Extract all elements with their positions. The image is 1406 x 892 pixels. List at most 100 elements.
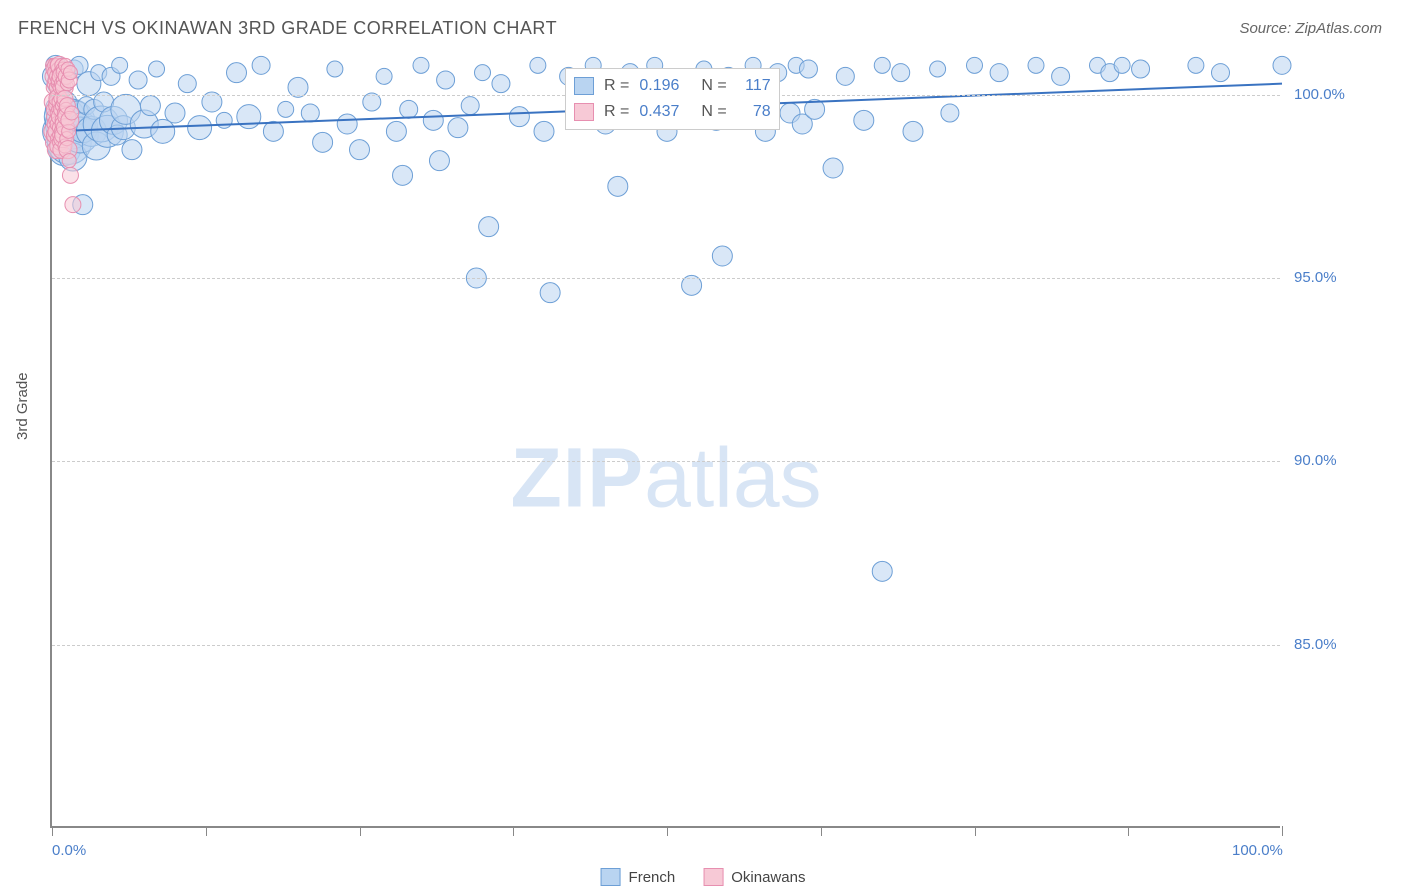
r-label: R = xyxy=(604,99,629,125)
data-point xyxy=(437,71,455,89)
x-tick-label: 0.0% xyxy=(52,842,86,859)
data-point xyxy=(301,104,319,122)
gridline xyxy=(52,278,1280,279)
n-value: 117 xyxy=(737,73,771,99)
data-point xyxy=(903,121,923,141)
y-axis-label: 3rd Grade xyxy=(14,372,31,440)
chart-title: FRENCH VS OKINAWAN 3RD GRADE CORRELATION… xyxy=(18,18,557,39)
data-point xyxy=(350,140,370,160)
data-point xyxy=(63,66,77,80)
data-point xyxy=(461,97,479,115)
data-point xyxy=(227,63,247,83)
y-tick-label: 85.0% xyxy=(1294,636,1337,653)
data-point xyxy=(854,110,874,130)
legend-label: Okinawans xyxy=(731,869,805,886)
data-point xyxy=(990,64,1008,82)
x-tick-label: 100.0% xyxy=(1232,842,1283,859)
data-point xyxy=(386,121,406,141)
x-tick xyxy=(206,826,207,836)
data-point xyxy=(1188,57,1204,73)
legend-swatch xyxy=(703,868,723,886)
data-point xyxy=(1028,57,1044,73)
data-point xyxy=(448,118,468,138)
data-point xyxy=(413,57,429,73)
data-point xyxy=(165,103,185,123)
gridline xyxy=(52,645,1280,646)
data-point xyxy=(872,561,892,581)
x-tick xyxy=(360,826,361,836)
y-tick-label: 100.0% xyxy=(1294,86,1345,103)
data-point xyxy=(313,132,333,152)
data-point xyxy=(608,176,628,196)
data-point xyxy=(151,119,175,143)
data-point xyxy=(400,100,418,118)
series-legend: French Okinawans xyxy=(601,868,806,886)
data-point xyxy=(149,61,165,77)
n-label: N = xyxy=(701,73,726,99)
data-point xyxy=(423,110,443,130)
data-point xyxy=(475,65,491,81)
data-point xyxy=(1132,60,1150,78)
data-point xyxy=(188,116,212,140)
data-point xyxy=(393,165,413,185)
x-tick xyxy=(52,826,53,836)
x-tick xyxy=(513,826,514,836)
data-point xyxy=(799,60,817,78)
data-point xyxy=(376,68,392,84)
data-point xyxy=(263,121,283,141)
gridline xyxy=(52,461,1280,462)
data-point xyxy=(712,246,732,266)
data-point xyxy=(65,106,79,120)
data-point xyxy=(836,67,854,85)
data-point xyxy=(540,283,560,303)
data-point xyxy=(337,114,357,134)
data-point xyxy=(1273,56,1291,74)
data-point xyxy=(823,158,843,178)
series-swatch xyxy=(574,77,594,95)
data-point xyxy=(941,104,959,122)
y-tick-label: 95.0% xyxy=(1294,269,1337,286)
stats-row: R = 0.437 N = 78 xyxy=(574,99,771,125)
data-point xyxy=(530,57,546,73)
data-point xyxy=(1114,57,1130,73)
data-point xyxy=(65,197,81,213)
x-tick xyxy=(1282,826,1283,836)
series-swatch xyxy=(574,103,594,121)
data-point xyxy=(237,105,261,129)
x-tick xyxy=(1128,826,1129,836)
data-point xyxy=(1212,64,1230,82)
correlation-stats-box: R = 0.196 N = 117R = 0.437 N = 78 xyxy=(565,68,780,130)
data-point xyxy=(492,75,510,93)
data-point xyxy=(252,56,270,74)
data-point xyxy=(874,57,890,73)
y-tick-label: 90.0% xyxy=(1294,452,1337,469)
data-point xyxy=(429,151,449,171)
legend-swatch xyxy=(601,868,621,886)
data-point xyxy=(534,121,554,141)
n-label: N = xyxy=(701,99,726,125)
data-point xyxy=(178,75,196,93)
plot-area: ZIPatlas 85.0%90.0%95.0%100.0%0.0%100.0% xyxy=(50,58,1280,828)
r-value: 0.437 xyxy=(639,99,691,125)
x-tick xyxy=(667,826,668,836)
data-point xyxy=(327,61,343,77)
r-value: 0.196 xyxy=(639,73,691,99)
source-attribution: Source: ZipAtlas.com xyxy=(1239,20,1382,37)
data-point xyxy=(1052,67,1070,85)
legend-label: French xyxy=(629,869,676,886)
legend-item: Okinawans xyxy=(703,868,805,886)
data-point xyxy=(62,154,76,168)
data-point xyxy=(363,93,381,111)
data-point xyxy=(122,140,142,160)
data-point xyxy=(967,57,983,73)
stats-row: R =0.196N =117 xyxy=(574,73,771,99)
data-point xyxy=(892,64,910,82)
data-point xyxy=(930,61,946,77)
data-point xyxy=(278,101,294,117)
n-value: 78 xyxy=(737,99,771,125)
scatter-plot-svg xyxy=(52,58,1282,828)
data-point xyxy=(129,71,147,89)
data-point xyxy=(479,217,499,237)
data-point xyxy=(112,57,128,73)
data-point xyxy=(62,167,78,183)
